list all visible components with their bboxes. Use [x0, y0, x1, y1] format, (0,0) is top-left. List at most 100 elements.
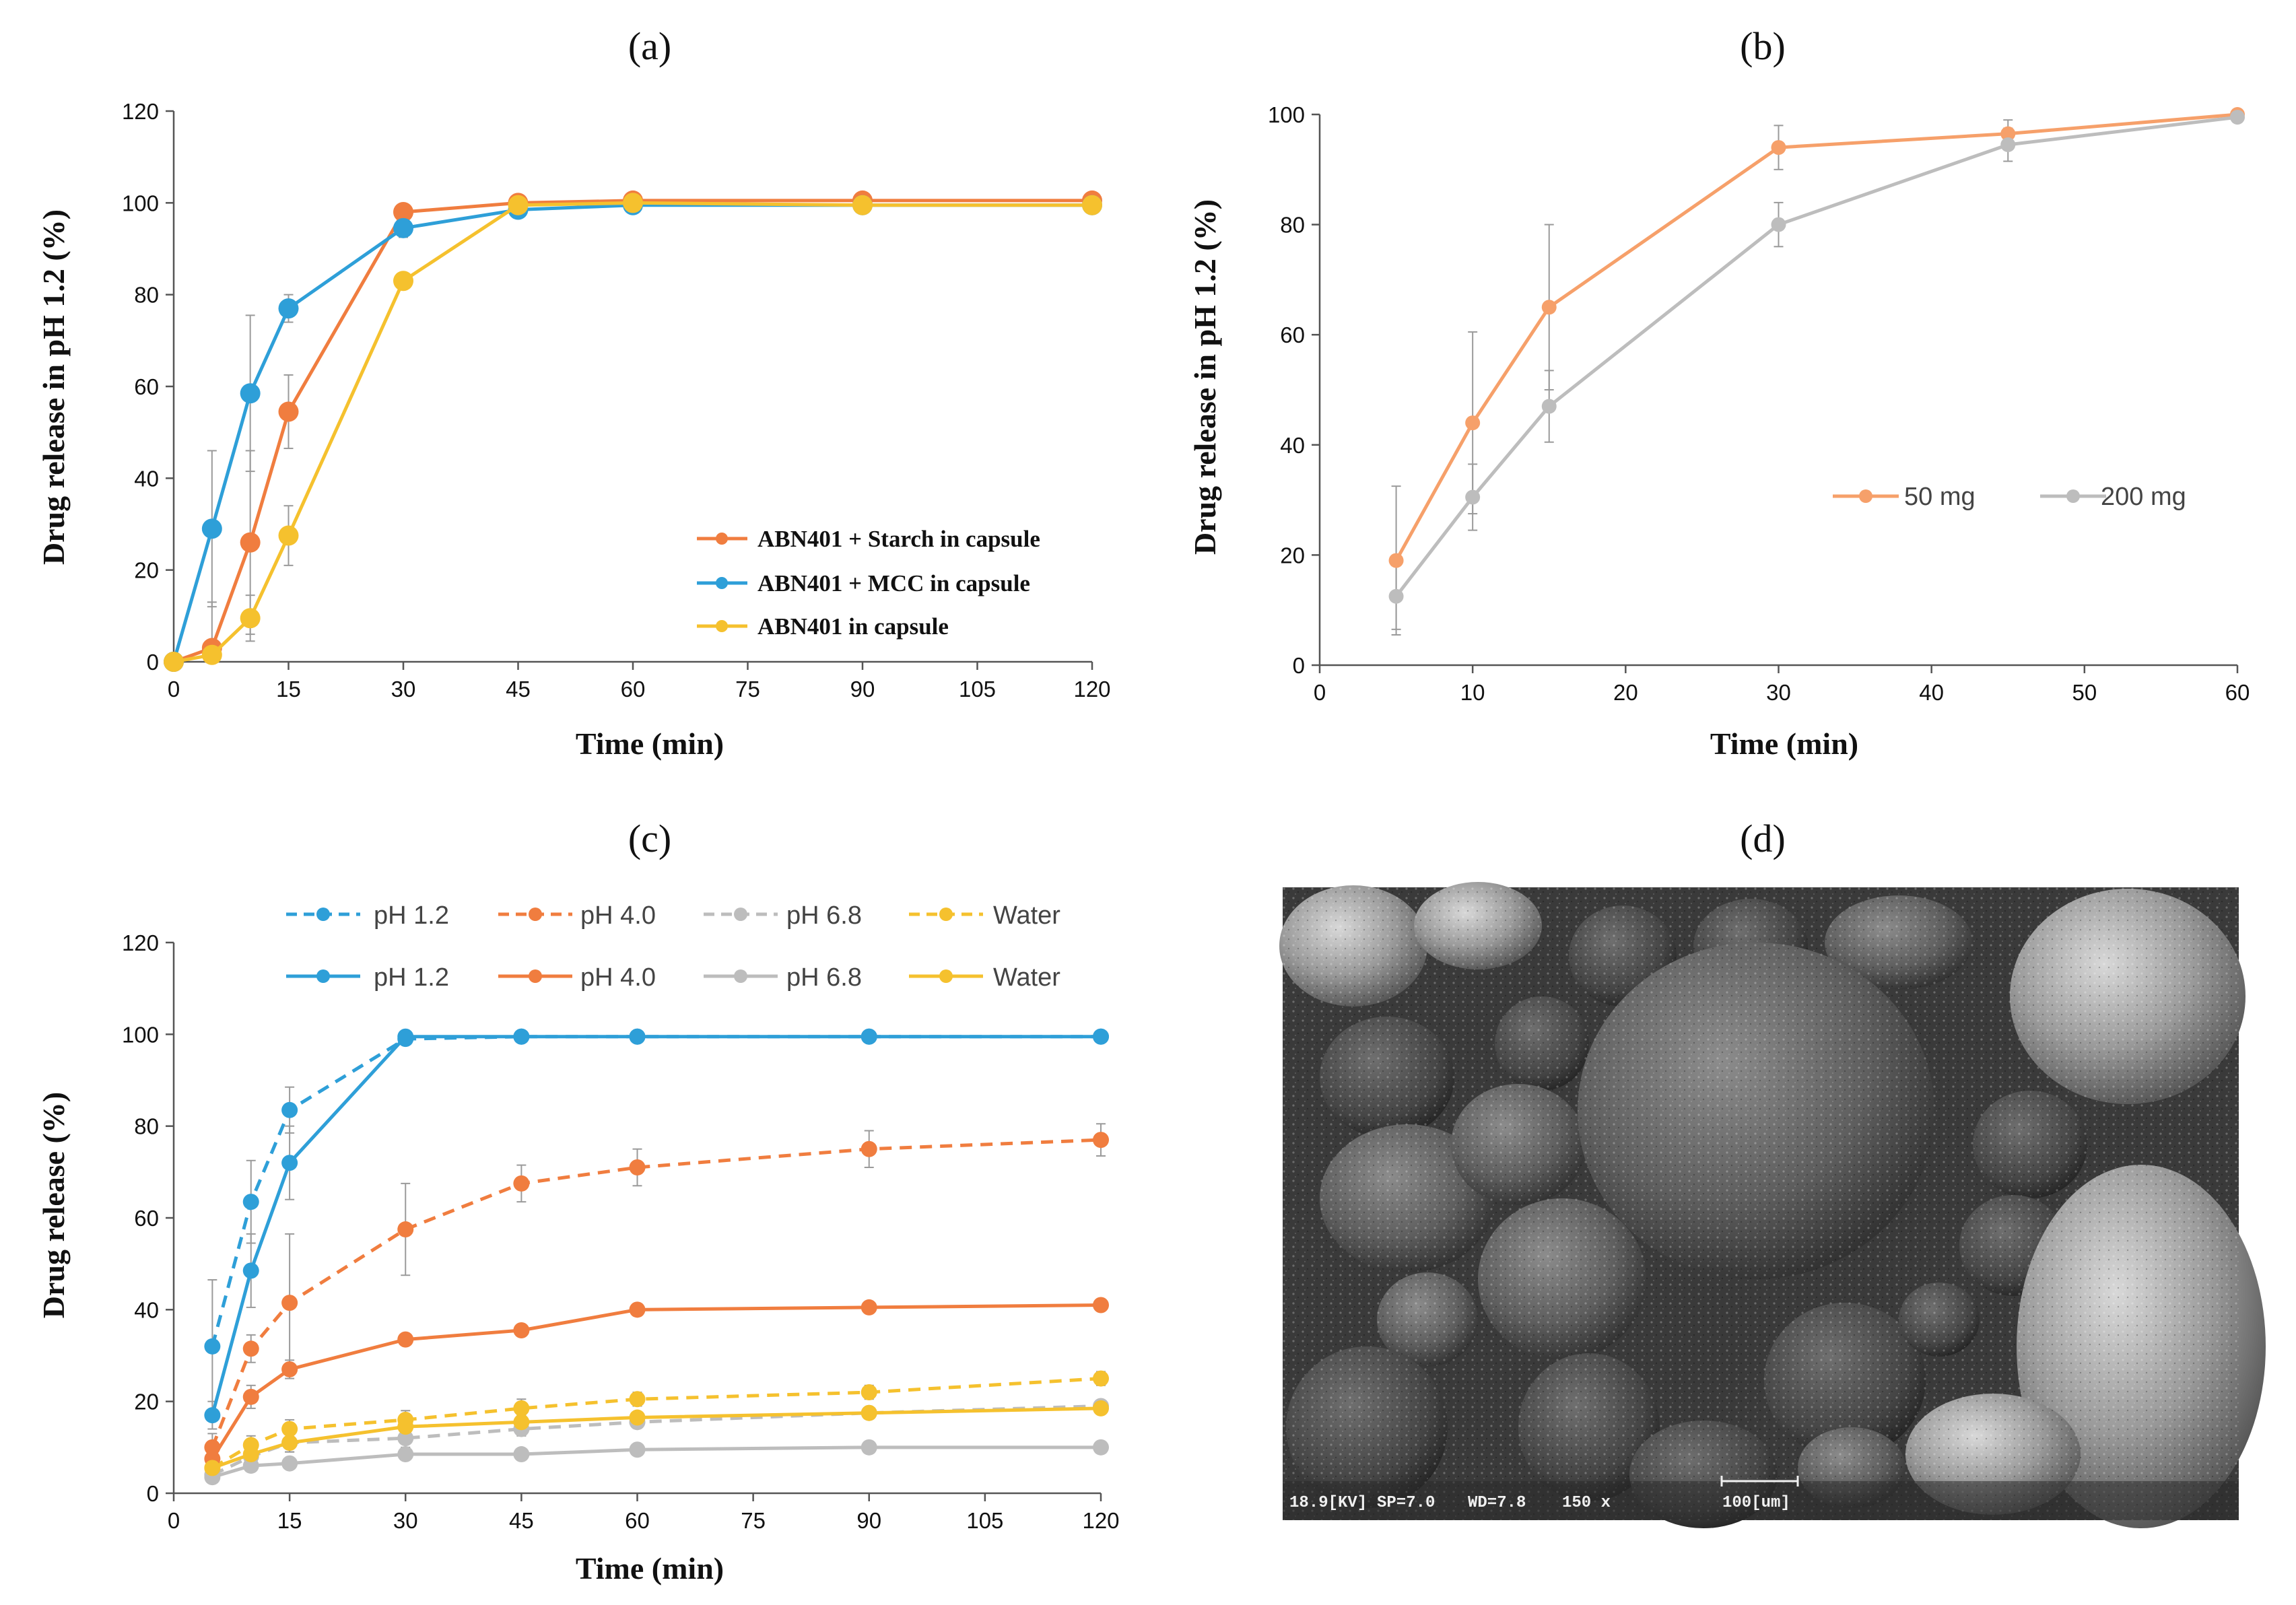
- panel-b-point-200-mg: [1771, 217, 1786, 232]
- panel-b-x-tick-label: 30: [1766, 680, 1791, 705]
- panel-a-point-abn401-mcc-in-capsule: [393, 217, 413, 238]
- panel-b-y-axis-title: Drug release in pH 1.2 (%): [1188, 199, 1222, 555]
- panel-b-point-200-mg: [1388, 588, 1404, 604]
- panel-a-title: (a): [628, 24, 671, 68]
- panel-c-y-tick-label: 40: [134, 1297, 159, 1322]
- panel-c-point-water: [281, 1435, 298, 1452]
- panel-c-legend: pH 1.2 pH 4.0 pH 6.8 Water pH 1.2 pH 4.0…: [286, 901, 1060, 992]
- panel-c-point-water: [629, 1409, 646, 1426]
- panel-c-point-water-dashed: [860, 1384, 877, 1401]
- sem-micrograph: 18.9[KV] SP=7.0 WD=7.8 150 x 100[um]: [1279, 882, 2266, 1528]
- panel-c-point-ph-1-2: [242, 1262, 259, 1279]
- panel-b-point-50-mg: [1541, 300, 1557, 315]
- panel-c-x-tick-label: 60: [625, 1508, 650, 1533]
- panel-c-point-ph-1-2: [281, 1155, 298, 1171]
- legend-a-label-capsule: ABN401 in capsule: [757, 613, 949, 640]
- panel-c-point-ph-6-8: [242, 1458, 259, 1474]
- panel-a-point-abn401-in-capsule: [201, 644, 222, 665]
- panel-c-x-tick-label: 0: [168, 1508, 180, 1533]
- panel-c-point-ph-1-2: [513, 1028, 530, 1045]
- legend-a-label-mcc: ABN401 + MCC in capsule: [757, 570, 1030, 596]
- panel-a-y-tick-label: 100: [122, 191, 159, 215]
- panel-b-y-tick-label: 60: [1280, 322, 1305, 347]
- legend-c-label-ph40-dashed: pH 4.0: [580, 901, 656, 930]
- sem-magnification: 150 x: [1562, 1494, 1611, 1512]
- panel-b-legend: 50 mg 200 mg: [1833, 483, 2186, 511]
- panel-c-point-ph-1-2-dashed: [242, 1194, 259, 1210]
- panel-c-point-ph-4-0-dashed: [860, 1140, 877, 1157]
- panel-a-y-axis-title: Drug release in pH 1.2 (%): [36, 209, 71, 565]
- panel-a-x-tick-label: 120: [1073, 677, 1110, 702]
- panel-c-point-water: [513, 1414, 530, 1431]
- panel-c-point-ph-1-2: [860, 1028, 877, 1045]
- panel-c-series-line-ph-1-2-dashed: [210, 1035, 1101, 1347]
- panel-c-series-line-ph-6-8: [211, 1445, 1101, 1479]
- legend-c-marker-ph68-solid: [734, 969, 747, 983]
- sem-wd: WD=7.8: [1468, 1494, 1526, 1512]
- panel-a-x-tick-label: 45: [506, 677, 531, 702]
- panel-a-x-tick-label: 60: [621, 677, 646, 702]
- panel-b-point-200-mg: [2000, 137, 2016, 152]
- legend-c-marker-water-dashed: [939, 908, 953, 921]
- legend-c-marker-ph40-dashed: [529, 908, 542, 921]
- panel-c-point-ph-6-8: [513, 1446, 530, 1463]
- legend-c-label-ph68-dashed: pH 6.8: [786, 901, 862, 930]
- panel-a-point-abn401-starch-in-capsule: [393, 201, 413, 222]
- panel-b-x-tick-label: 10: [1460, 680, 1485, 705]
- panel-a-x-axis-title: Time (min): [576, 726, 724, 761]
- panel-c-point-ph-4-0-dashed: [397, 1221, 414, 1238]
- panel-a-point-abn401-in-capsule: [240, 608, 261, 629]
- panel-c-point-ph-6-8: [860, 1439, 877, 1456]
- panel-b-y-tick-label: 0: [1293, 653, 1305, 678]
- panel-c-x-tick-label: 30: [393, 1508, 418, 1533]
- sem-voltage: 18.9[KV]: [1289, 1494, 1367, 1512]
- legend-c-label-ph12-solid: pH 1.2: [374, 963, 449, 992]
- panel-d-sem-image: (d): [1279, 817, 2266, 1528]
- panel-b-point-200-mg: [2230, 110, 2245, 125]
- panel-c-point-water: [860, 1404, 877, 1421]
- panel-c-x-tick-label: 45: [509, 1508, 534, 1533]
- legend-b-label-200mg: 200 mg: [2101, 483, 2186, 511]
- panel-b-series-line-200-mg: [1394, 115, 2238, 598]
- panel-b-x-tick-label: 20: [1613, 680, 1638, 705]
- panel-a-point-abn401-in-capsule: [508, 195, 529, 215]
- panel-a-chart: (a) Drug release in pH 1.2 (%) Time (min…: [36, 24, 1111, 761]
- panel-a-point-abn401-starch-in-capsule: [278, 401, 299, 422]
- sem-scale-label: 100[um]: [1722, 1494, 1790, 1512]
- panel-b-x-tick-label: 0: [1314, 680, 1326, 705]
- panel-c-point-water-dashed: [281, 1421, 298, 1437]
- legend-c-marker-ph40-solid: [529, 969, 542, 983]
- panel-c-point-ph-4-0: [629, 1301, 646, 1318]
- panel-c-y-tick-label: 20: [134, 1390, 159, 1414]
- panel-c-point-ph-4-0-dashed: [281, 1295, 298, 1311]
- panel-c-point-ph-6-8: [281, 1455, 298, 1472]
- panel-c-point-ph-4-0: [860, 1299, 877, 1316]
- panel-c-x-tick-label: 105: [966, 1508, 1003, 1533]
- panel-b-point-50-mg: [2000, 126, 2016, 141]
- panel-c-y-tick-label: 60: [134, 1206, 159, 1231]
- panel-b-y-tick-label: 80: [1280, 213, 1305, 238]
- panel-b-x-axis-title: Time (min): [1710, 726, 1858, 761]
- panel-c-point-ph-1-2: [1093, 1028, 1109, 1045]
- panel-a-point-abn401-in-capsule: [164, 652, 184, 672]
- legend-a-marker-mcc: [716, 577, 728, 589]
- panel-a-y-tick-label: 40: [134, 466, 159, 491]
- panel-b-point-50-mg: [1465, 415, 1481, 431]
- panel-c-point-water-dashed: [513, 1400, 530, 1416]
- legend-b-label-50mg: 50 mg: [1904, 483, 1976, 511]
- legend-c-label-ph68-solid: pH 6.8: [786, 963, 862, 992]
- panel-c-point-ph-1-2: [397, 1028, 414, 1045]
- panel-a-point-abn401-in-capsule: [393, 271, 413, 292]
- panel-a-y-tick-label: 60: [134, 374, 159, 399]
- panel-a-y-tick-label: 0: [147, 650, 159, 675]
- panel-c-point-water: [204, 1460, 221, 1476]
- panel-a-x-tick-label: 90: [850, 677, 875, 702]
- panel-c-point-ph-4-0-dashed: [629, 1159, 646, 1176]
- panel-c-series-line-ph-4-0-dashed: [211, 1138, 1102, 1448]
- panel-a-point-abn401-mcc-in-capsule: [240, 383, 261, 404]
- panel-c-y-tick-label: 120: [122, 930, 159, 955]
- panel-a-point-abn401-mcc-in-capsule: [278, 298, 299, 319]
- panel-b-title: (b): [1740, 24, 1786, 68]
- legend-c-label-water-solid: Water: [993, 963, 1060, 992]
